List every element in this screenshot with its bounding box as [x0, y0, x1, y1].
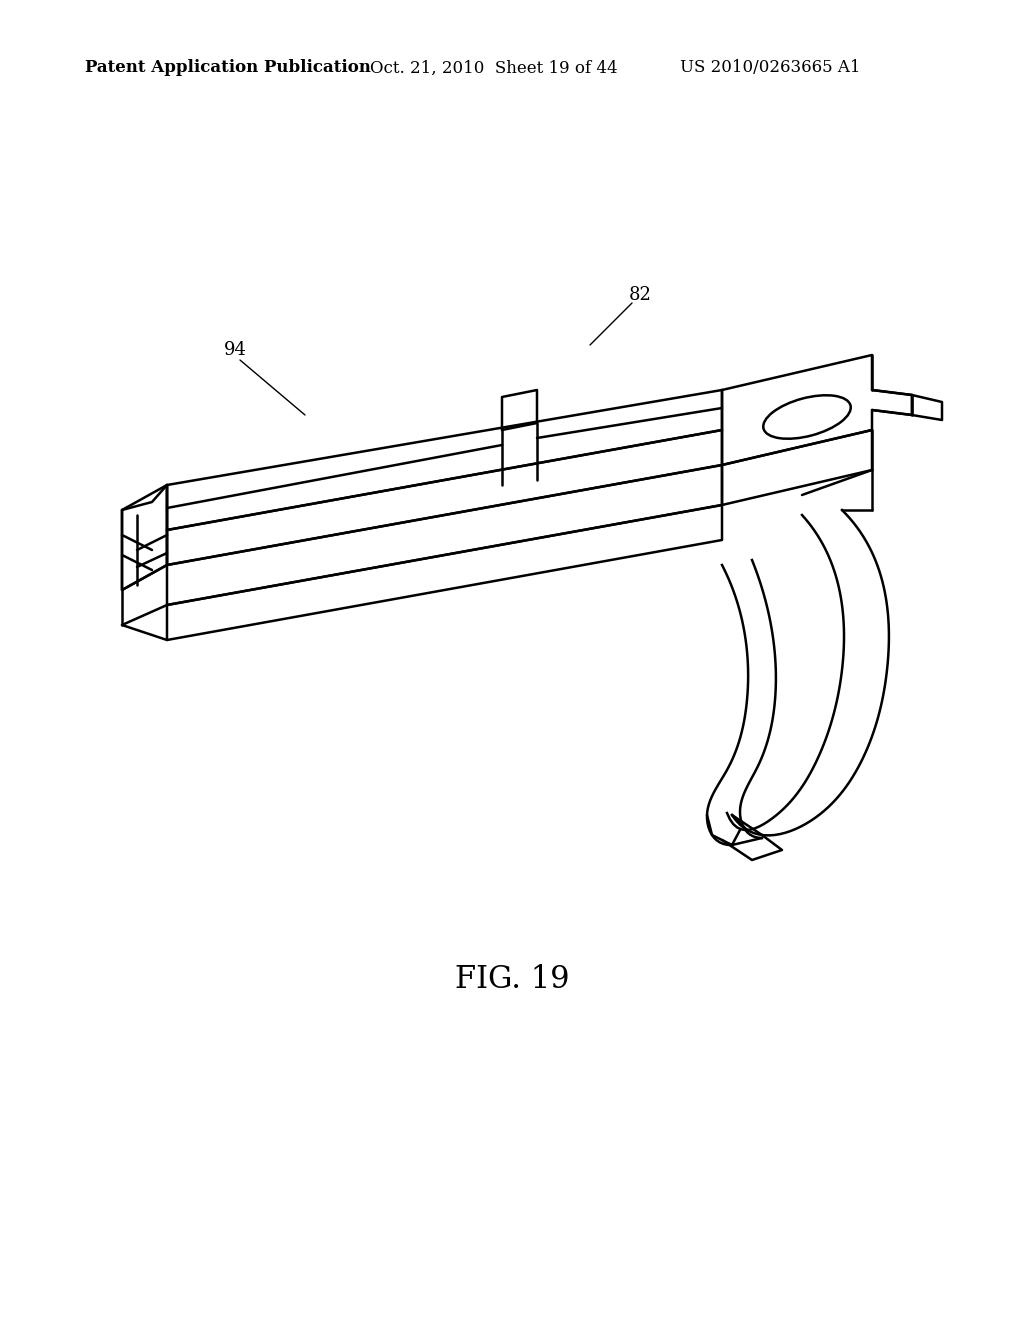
Text: FIG. 19: FIG. 19	[455, 965, 569, 995]
Text: Patent Application Publication: Patent Application Publication	[85, 59, 371, 77]
Text: 82: 82	[629, 286, 651, 304]
Text: US 2010/0263665 A1: US 2010/0263665 A1	[680, 59, 860, 77]
Text: Oct. 21, 2010  Sheet 19 of 44: Oct. 21, 2010 Sheet 19 of 44	[370, 59, 617, 77]
Text: 94: 94	[223, 341, 247, 359]
